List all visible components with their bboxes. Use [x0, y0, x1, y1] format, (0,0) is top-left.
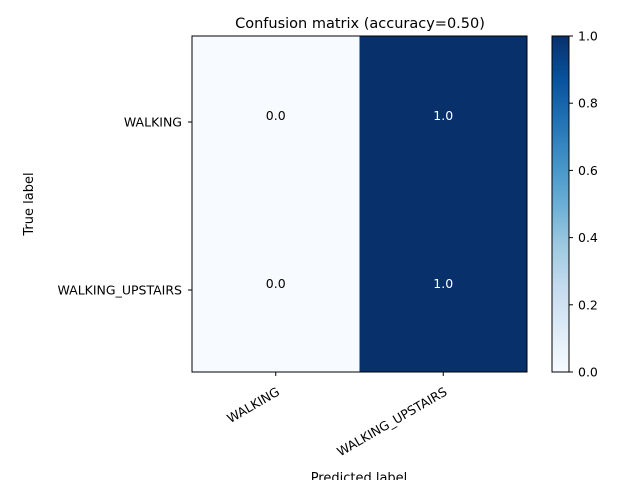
- cell-value-label: 1.0: [433, 276, 453, 291]
- colorbar-tick-label: 1.0: [578, 29, 598, 44]
- heatmap-cell: [192, 204, 360, 372]
- colorbar-tick-label: 0.4: [578, 230, 598, 245]
- y-axis-ticks: WALKING WALKING_UPSTAIRS: [57, 115, 192, 298]
- cell-value-labels: 0.0 1.0 0.0 1.0: [266, 108, 453, 291]
- cell-value-label: 1.0: [433, 108, 453, 123]
- heatmap-cells: [192, 36, 527, 372]
- y-axis-label: True label: [22, 172, 37, 236]
- heatmap-cell: [359, 204, 527, 372]
- y-tick-label: WALKING_UPSTAIRS: [57, 283, 182, 298]
- y-tick-label: WALKING: [124, 115, 182, 130]
- x-axis-label: Predicted label: [311, 471, 408, 480]
- colorbar: [551, 35, 570, 373]
- heatmap-cell: [192, 36, 360, 204]
- colorbar-tick-label: 0.2: [578, 297, 598, 312]
- colorbar-tick-label: 0.6: [578, 163, 598, 178]
- colorbar-tick-label: 0.8: [578, 96, 598, 111]
- heatmap-cell: [359, 36, 527, 204]
- colorbar-tick-label: 0.0: [578, 365, 598, 380]
- x-tick-label: WALKING: [224, 384, 282, 426]
- plot-frame: [191, 35, 528, 373]
- chart-title: Confusion matrix (accuracy=0.50): [235, 16, 485, 32]
- x-axis-ticks: WALKING WALKING_UPSTAIRS: [224, 372, 450, 459]
- cell-value-label: 0.0: [266, 108, 286, 123]
- cell-value-label: 0.0: [266, 276, 286, 291]
- x-tick-label: WALKING_UPSTAIRS: [334, 384, 449, 459]
- colorbar-ticks: 0.0 0.2 0.4 0.6 0.8 1.0: [569, 29, 598, 380]
